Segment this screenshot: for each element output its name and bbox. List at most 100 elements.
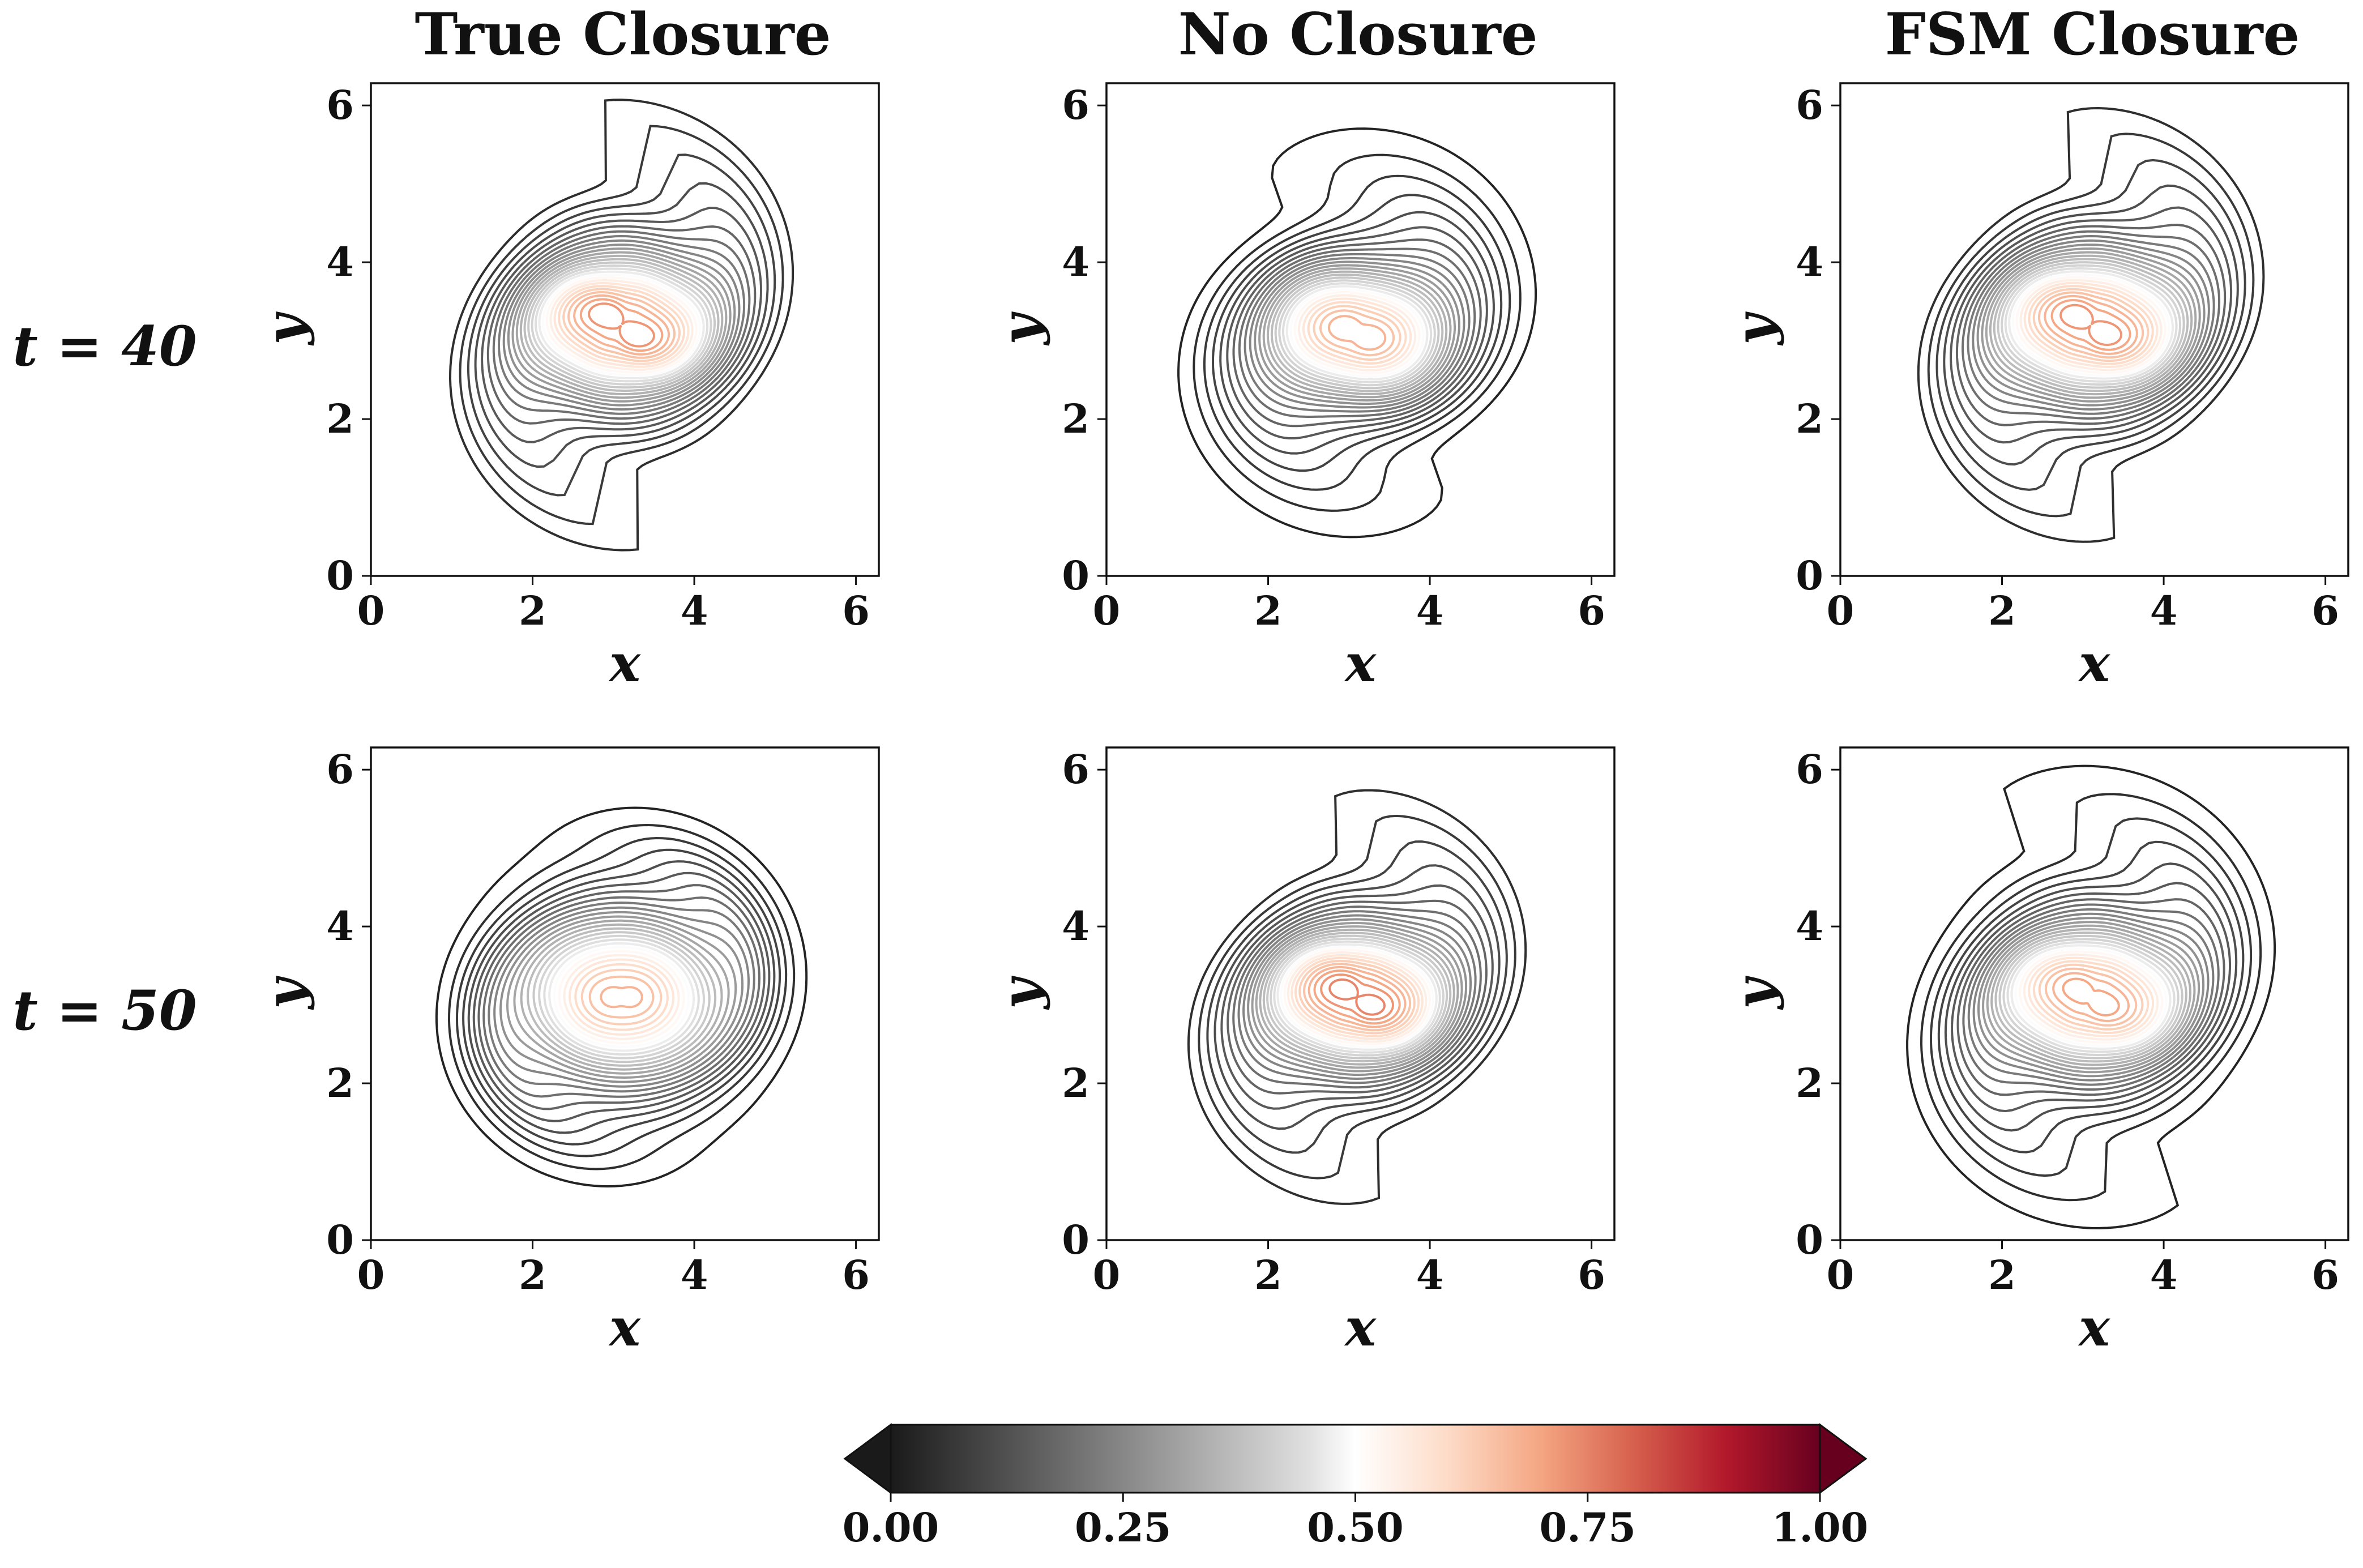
x-tick-label: 6 xyxy=(1578,1251,1605,1298)
y-tick-label: 0 xyxy=(326,1216,354,1263)
contour-level xyxy=(467,153,776,497)
contour-level xyxy=(472,871,771,1122)
contour-level xyxy=(563,954,680,1040)
contour-level xyxy=(435,806,808,1188)
x-axis-label: x xyxy=(1344,1297,1377,1358)
panel-background xyxy=(371,83,879,576)
contour-level xyxy=(548,942,695,1052)
panel-background xyxy=(1106,83,1614,576)
contour-level xyxy=(543,938,700,1056)
colorbar-extend-low xyxy=(843,1423,892,1494)
contour-level xyxy=(1193,153,1522,512)
x-tick-label: 0 xyxy=(357,1251,385,1298)
contour-level xyxy=(1270,274,1444,392)
contour-level xyxy=(558,950,685,1044)
colorbar: 0.00 0.25 0.50 0.75 1.00 xyxy=(843,1423,1868,1551)
contour-level xyxy=(1242,914,1472,1080)
contour-level xyxy=(1285,285,1429,381)
axes-frame xyxy=(370,746,880,1241)
contour-level xyxy=(448,99,794,552)
contour-level xyxy=(1262,267,1452,399)
x-tick-label: 2 xyxy=(1254,587,1282,634)
x-tick-label: 6 xyxy=(842,587,870,634)
y-axis-label: y xyxy=(254,311,315,346)
contour-level xyxy=(2059,304,2123,346)
contour-level xyxy=(2038,963,2144,1031)
x-tick-label: 2 xyxy=(1254,1251,1282,1298)
contour-level xyxy=(1985,251,2197,399)
contour-level xyxy=(2028,285,2154,365)
contour-level xyxy=(588,302,655,348)
panel-true-closure-t50: 00 2 2 4 4 6 6 x y xyxy=(254,746,880,1358)
contour-level xyxy=(1937,840,2245,1153)
x-axis-label: x xyxy=(608,633,641,694)
x-tick-label: 4 xyxy=(2150,1251,2178,1298)
contour-level xyxy=(534,267,709,383)
column-title-true-closure: True Closure xyxy=(415,1,831,69)
contour-level xyxy=(2023,953,2159,1041)
contour-level xyxy=(1232,905,1482,1089)
x-tick-label: 4 xyxy=(681,587,708,634)
contour-level xyxy=(1313,969,1401,1025)
contour-level xyxy=(1982,921,2200,1074)
contour-level xyxy=(2006,941,2176,1053)
contour-lines xyxy=(1917,106,2265,543)
contour-level xyxy=(515,251,728,399)
x-tick-label: 4 xyxy=(1416,1251,1444,1298)
x-tick-label: 0 xyxy=(1093,1251,1121,1298)
contour-level xyxy=(462,848,781,1146)
contour-level xyxy=(1211,194,1503,472)
x-axis-label: x xyxy=(608,1297,641,1358)
contour-level xyxy=(477,884,766,1110)
contour-level xyxy=(2032,960,2150,1035)
contour-level xyxy=(1266,270,1448,395)
contour-level xyxy=(2011,273,2170,377)
y-tick-label: 2 xyxy=(1796,1059,1823,1106)
contour-level xyxy=(1280,946,1434,1048)
contour-level xyxy=(488,902,755,1093)
contour-level xyxy=(511,247,732,403)
contour-level xyxy=(1282,282,1433,384)
x-axis-label: x xyxy=(1344,633,1377,694)
contour-level xyxy=(1302,297,1412,369)
contour-level xyxy=(1203,174,1511,491)
contour-level xyxy=(481,206,763,443)
column-title-no-closure: No Closure xyxy=(1178,1,1538,69)
contour-level xyxy=(549,279,694,371)
contour-level xyxy=(1227,899,1488,1095)
contour-level xyxy=(1238,247,1476,418)
panel-background xyxy=(371,747,879,1240)
contour-level xyxy=(1989,254,2193,396)
contour-level xyxy=(588,975,655,1019)
contour-level xyxy=(1927,133,2255,518)
contour-level xyxy=(1328,978,1386,1016)
x-tick-label: 2 xyxy=(1988,1251,2016,1298)
y-axis-label: y xyxy=(990,976,1051,1010)
contour-level xyxy=(499,911,744,1083)
colorbar-bar xyxy=(890,1424,1821,1494)
x-tick-label: 4 xyxy=(1416,587,1444,634)
contour-level xyxy=(1917,106,2265,543)
contour-lines xyxy=(435,806,808,1188)
contour-level xyxy=(486,225,757,425)
contour-lines xyxy=(448,99,794,552)
contour-level xyxy=(1220,884,1494,1110)
y-axis-label: y xyxy=(1724,976,1785,1010)
contour-level xyxy=(507,243,736,407)
x-tick-label: 0 xyxy=(357,587,385,634)
y-tick-label: 2 xyxy=(326,395,354,442)
contour-level xyxy=(1956,898,2225,1096)
contour-level xyxy=(1962,903,2220,1091)
y-tick-label: 0 xyxy=(1796,1216,1823,1263)
contour-level xyxy=(2014,947,2168,1047)
y-tick-label: 6 xyxy=(1796,82,1823,129)
contour-level xyxy=(1990,928,2192,1066)
y-tick-label: 6 xyxy=(1062,746,1089,793)
contour-level xyxy=(1270,937,1445,1057)
contour-level xyxy=(1972,239,2210,411)
contour-level xyxy=(2001,264,2182,386)
contour-level xyxy=(580,968,663,1026)
colorbar-tick-label: 0.50 xyxy=(1307,1504,1404,1551)
contour-level xyxy=(1935,159,2246,491)
contour-level xyxy=(1219,211,1495,455)
